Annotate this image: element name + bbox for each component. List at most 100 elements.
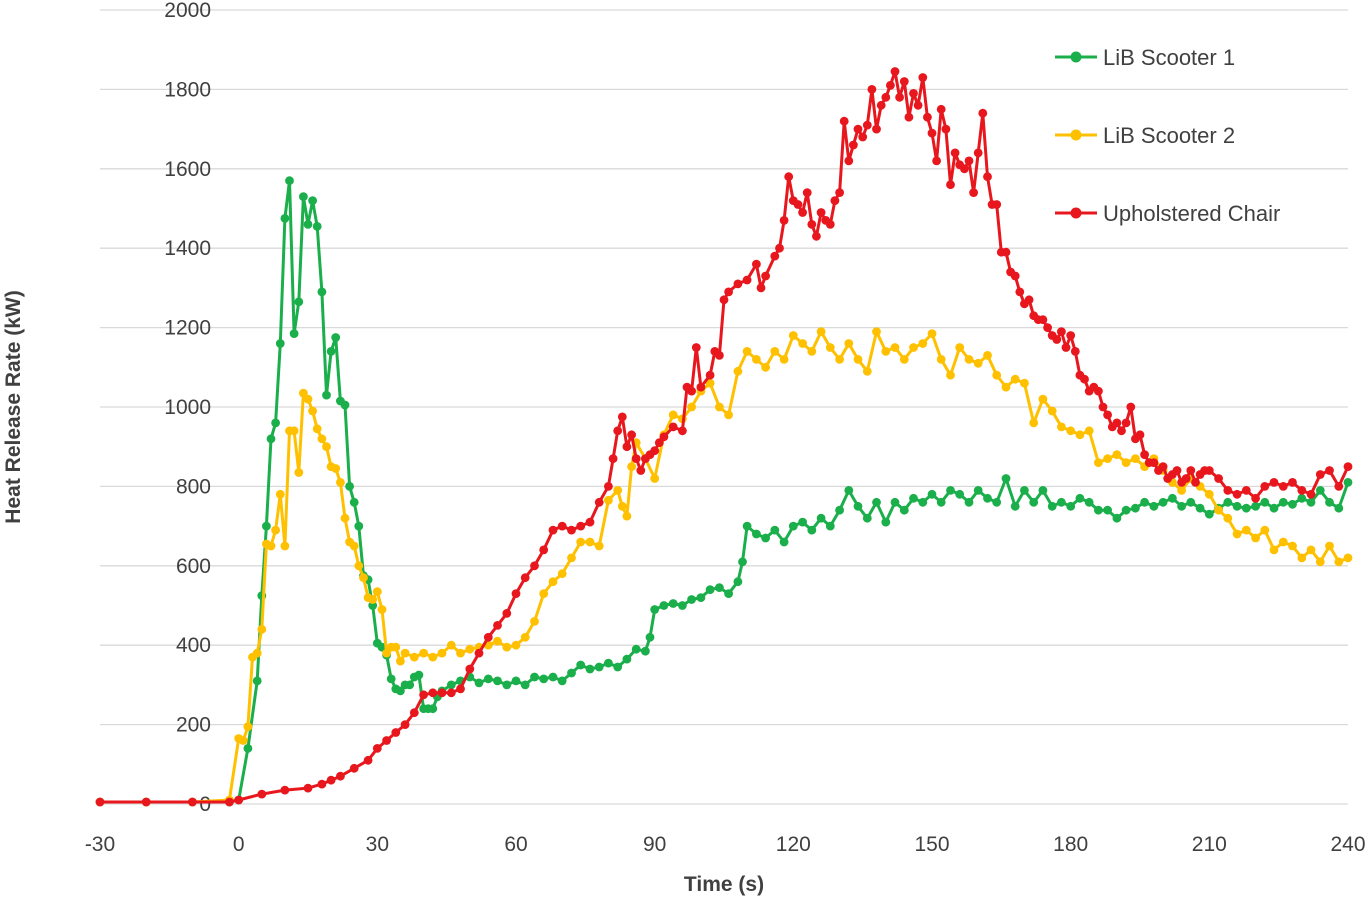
data-point [983, 172, 992, 182]
data-point [1117, 426, 1126, 436]
data-point [1269, 545, 1279, 555]
data-point [872, 327, 881, 336]
data-point [349, 497, 359, 507]
data-point [788, 331, 798, 340]
data-point [1315, 557, 1325, 567]
data-point [992, 370, 1002, 380]
data-point [1251, 493, 1260, 503]
data-point [446, 688, 456, 698]
data-point [733, 279, 743, 289]
data-point [1084, 497, 1094, 507]
data-point [502, 609, 512, 618]
data-point [557, 569, 567, 579]
data-point [359, 573, 368, 583]
x-tick-label: 150 [914, 833, 949, 856]
data-point [493, 636, 502, 646]
data-point [576, 521, 586, 531]
data-point [252, 676, 262, 686]
data-point [1140, 497, 1149, 507]
data-point [955, 489, 965, 499]
data-point [761, 362, 770, 372]
data-point [1177, 501, 1186, 511]
data-point [909, 493, 918, 503]
data-point [895, 92, 904, 102]
legend-marker [1070, 51, 1082, 63]
data-point [927, 128, 937, 138]
data-point [1315, 486, 1325, 495]
data-point [1288, 541, 1297, 551]
data-point [511, 589, 521, 598]
data-point [825, 521, 835, 531]
data-point [839, 116, 849, 126]
data-point [400, 648, 410, 658]
x-axis-title: Time (s) [684, 873, 764, 896]
data-point [409, 652, 419, 662]
data-point [932, 156, 941, 166]
data-point [881, 92, 891, 102]
y-tick-label: 1200 [164, 317, 211, 340]
data-point [904, 112, 914, 122]
data-point [1070, 347, 1080, 356]
data-point [243, 722, 253, 731]
data-point [1131, 503, 1140, 513]
data-point [617, 412, 627, 422]
data-point [1121, 418, 1131, 428]
data-point [890, 343, 900, 352]
data-point [1168, 493, 1177, 503]
data-point [992, 200, 1002, 209]
data-point [1177, 486, 1186, 495]
data-point [668, 422, 678, 432]
data-point [349, 541, 359, 551]
data-point [742, 275, 752, 285]
data-point [742, 521, 752, 531]
x-tick-label: 0 [233, 833, 245, 856]
y-tick-label: 1000 [164, 396, 211, 419]
data-point [446, 640, 456, 650]
data-point [1001, 474, 1011, 483]
data-point [386, 674, 396, 684]
data-point [1260, 497, 1270, 507]
legend-item: LiB Scooter 2 [1055, 123, 1235, 148]
data-point [973, 486, 983, 495]
data-point [696, 593, 706, 602]
data-point [456, 648, 465, 658]
data-point [1121, 458, 1131, 467]
data-point [257, 789, 267, 799]
data-point [668, 410, 678, 420]
data-point [1126, 402, 1136, 412]
y-tick-label: 1800 [164, 78, 211, 101]
data-point [1181, 474, 1191, 483]
data-point [405, 680, 415, 690]
data-point [705, 370, 715, 380]
data-point [1112, 513, 1122, 523]
data-point [798, 339, 807, 348]
legend-label: LiB Scooter 1 [1103, 45, 1235, 70]
data-point [567, 553, 576, 563]
data-point [271, 418, 280, 428]
data-point [886, 81, 895, 90]
gridlines [100, 9, 1348, 805]
data-point [913, 100, 923, 110]
data-point [613, 426, 623, 436]
data-point [964, 156, 974, 166]
series-upholstered-chair [95, 67, 1353, 807]
data-point [858, 132, 868, 142]
data-point [918, 339, 928, 348]
data-point [1094, 505, 1103, 515]
data-point [696, 382, 706, 392]
data-point [502, 642, 512, 652]
data-point [969, 188, 978, 198]
data-point [1232, 529, 1242, 539]
data-point [816, 208, 826, 217]
data-point [234, 795, 244, 805]
data-point [419, 690, 428, 700]
data-point [862, 366, 872, 376]
data-point [294, 468, 304, 477]
data-point [807, 220, 817, 229]
data-point [950, 148, 960, 158]
data-point [1158, 497, 1168, 507]
data-point [474, 648, 484, 658]
data-point [1047, 501, 1057, 511]
data-point [687, 402, 696, 412]
